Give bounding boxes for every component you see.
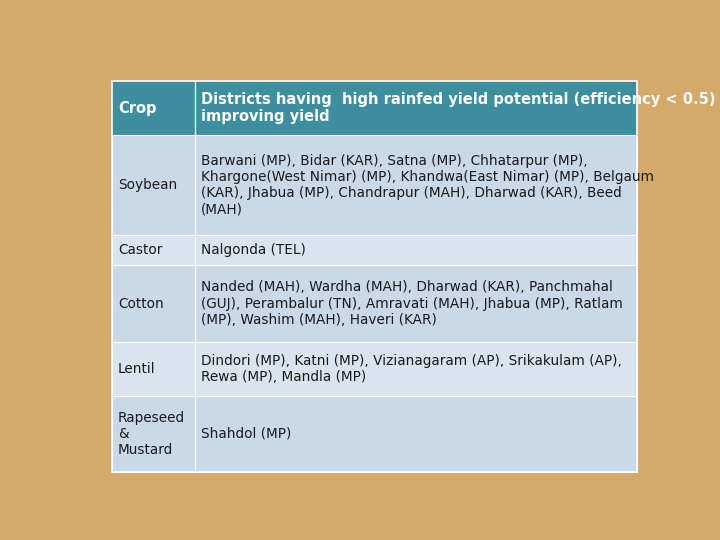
FancyBboxPatch shape [112,396,637,472]
Text: Lentil: Lentil [118,362,156,376]
FancyBboxPatch shape [112,342,637,396]
Text: Barwani (MP), Bidar (KAR), Satna (MP), Chhatarpur (MP),
Khargone(West Nimar) (MP: Barwani (MP), Bidar (KAR), Satna (MP), C… [201,153,654,216]
Text: Nanded (MAH), Wardha (MAH), Dharwad (KAR), Panchmahal
(GUJ), Perambalur (TN), Am: Nanded (MAH), Wardha (MAH), Dharwad (KAR… [201,280,623,327]
Text: Cotton: Cotton [118,296,163,310]
Text: Nalgonda (TEL): Nalgonda (TEL) [201,243,306,257]
Text: Dindori (MP), Katni (MP), Vizianagaram (AP), Srikakulam (AP),
Rewa (MP), Mandla : Dindori (MP), Katni (MP), Vizianagaram (… [201,354,621,384]
FancyBboxPatch shape [112,82,637,135]
Text: Castor: Castor [118,243,162,257]
Text: Crop: Crop [118,101,156,116]
FancyBboxPatch shape [112,235,637,265]
Text: Districts having  high rainfed yield potential (efficiency < 0.5) for
improving : Districts having high rainfed yield pote… [201,92,720,124]
Text: Rapeseed
&
Mustard: Rapeseed & Mustard [118,411,185,457]
Text: Soybean: Soybean [118,178,177,192]
FancyBboxPatch shape [112,265,637,342]
Text: Shahdol (MP): Shahdol (MP) [201,427,291,441]
FancyBboxPatch shape [112,135,637,235]
